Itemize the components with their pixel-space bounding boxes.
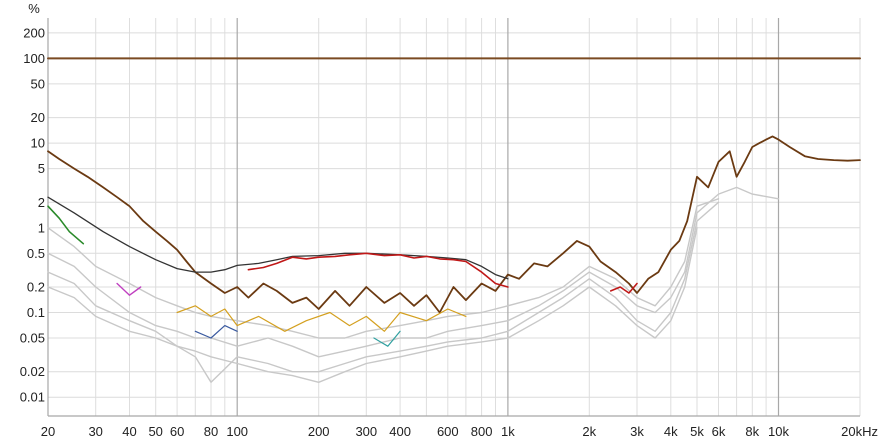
y-tick-label: 0.5 — [27, 246, 45, 261]
series-line-10 — [47, 186, 780, 358]
series-line-8 — [194, 325, 238, 339]
y-tick-labels: 200 100 50 20 10 5 2 1 0.5 0.2 0.1 0.05 0.02 0.01 — [20, 25, 45, 404]
series-line-13 — [47, 227, 698, 383]
x-tick-label: 300 — [355, 424, 377, 439]
x-tick-label: 60 — [170, 424, 184, 439]
x-tick-label: 2k — [582, 424, 596, 439]
x-tick-label: 80 — [204, 424, 218, 439]
x-tick-label: 20 — [41, 424, 55, 439]
y-tick-label: 200 — [23, 25, 45, 40]
y-tick-label: 0.01 — [20, 390, 45, 405]
y-tick-label: 100 — [23, 51, 45, 66]
x-tick-label: 30 — [88, 424, 102, 439]
major-gridlines — [47, 18, 860, 417]
x-tick-label: 100 — [226, 424, 248, 439]
x-tick-label: 20kHz — [841, 424, 878, 439]
series-line-12 — [47, 198, 720, 339]
x-tick-label: 200 — [308, 424, 330, 439]
y-tick-label: 50 — [31, 76, 45, 91]
x-tick-label: 400 — [389, 424, 411, 439]
x-tick-labels: 20 30 40 50 60 80 100 200 300 400 600 800 1k 2k 3k 4k 5k… — [41, 424, 878, 439]
series-line-7 — [116, 282, 142, 296]
y-tick-label: 10 — [31, 136, 45, 151]
series-line-1 — [47, 135, 861, 314]
y-axis-unit: % — [28, 1, 40, 16]
x-tick-label: 50 — [148, 424, 162, 439]
x-tick-label: 4k — [664, 424, 678, 439]
y-tick-label: 20 — [31, 110, 45, 125]
series-line-9 — [373, 330, 401, 347]
minor-gridlines — [47, 18, 861, 416]
x-tick-label: 8k — [745, 424, 759, 439]
y-tick-label: 0.1 — [27, 305, 45, 320]
x-tick-label: 1k — [501, 424, 515, 439]
y-tick-label: 0.02 — [20, 364, 45, 379]
y-tick-label: 0.2 — [27, 280, 45, 295]
series-line-11 — [47, 201, 720, 383]
x-tick-label: 800 — [471, 424, 493, 439]
x-tick-label: 3k — [630, 424, 644, 439]
x-tick-label: 6k — [712, 424, 726, 439]
x-tick-label: 600 — [437, 424, 459, 439]
y-tick-label: 0.05 — [20, 331, 45, 346]
x-tick-label: 5k — [690, 424, 704, 439]
series-line-6 — [176, 305, 467, 332]
series-line-3 — [247, 252, 509, 288]
series-line-4 — [610, 282, 638, 294]
y-tick-label: 2 — [38, 195, 45, 210]
x-tick-label: 40 — [122, 424, 136, 439]
y-tick-label: 1 — [38, 220, 45, 235]
series-layer — [47, 57, 861, 383]
x-tick-label: 10k — [768, 424, 789, 439]
series-line-2 — [47, 196, 509, 280]
series-line-5 — [47, 205, 85, 245]
y-tick-label: 5 — [38, 161, 45, 176]
